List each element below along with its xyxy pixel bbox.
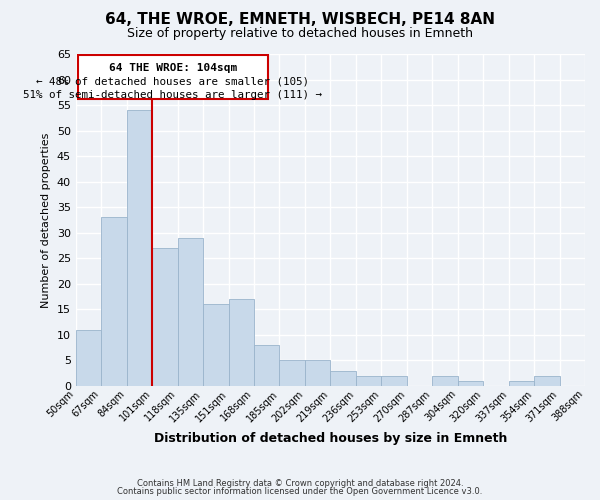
Text: ← 48% of detached houses are smaller (105): ← 48% of detached houses are smaller (10… [37, 76, 310, 86]
Bar [382, 376, 407, 386]
Bar [305, 360, 331, 386]
Bar [432, 376, 458, 386]
Bar [509, 381, 534, 386]
Bar [534, 376, 560, 386]
FancyBboxPatch shape [78, 55, 268, 99]
Text: 64, THE WROE, EMNETH, WISBECH, PE14 8AN: 64, THE WROE, EMNETH, WISBECH, PE14 8AN [105, 12, 495, 28]
Bar [458, 381, 483, 386]
Text: 51% of semi-detached houses are larger (111) →: 51% of semi-detached houses are larger (… [23, 90, 322, 100]
Text: 64 THE WROE: 104sqm: 64 THE WROE: 104sqm [109, 62, 237, 72]
Text: Contains HM Land Registry data © Crown copyright and database right 2024.: Contains HM Land Registry data © Crown c… [137, 478, 463, 488]
Y-axis label: Number of detached properties: Number of detached properties [41, 132, 51, 308]
Bar [280, 360, 305, 386]
X-axis label: Distribution of detached houses by size in Emneth: Distribution of detached houses by size … [154, 432, 507, 445]
Bar [178, 238, 203, 386]
Bar [127, 110, 152, 386]
Bar [356, 376, 382, 386]
Bar [152, 248, 178, 386]
Bar [76, 330, 101, 386]
Text: Size of property relative to detached houses in Emneth: Size of property relative to detached ho… [127, 28, 473, 40]
Bar [254, 345, 280, 386]
Text: Contains public sector information licensed under the Open Government Licence v3: Contains public sector information licen… [118, 487, 482, 496]
Bar [331, 370, 356, 386]
Bar [229, 299, 254, 386]
Bar [203, 304, 229, 386]
Bar [101, 218, 127, 386]
